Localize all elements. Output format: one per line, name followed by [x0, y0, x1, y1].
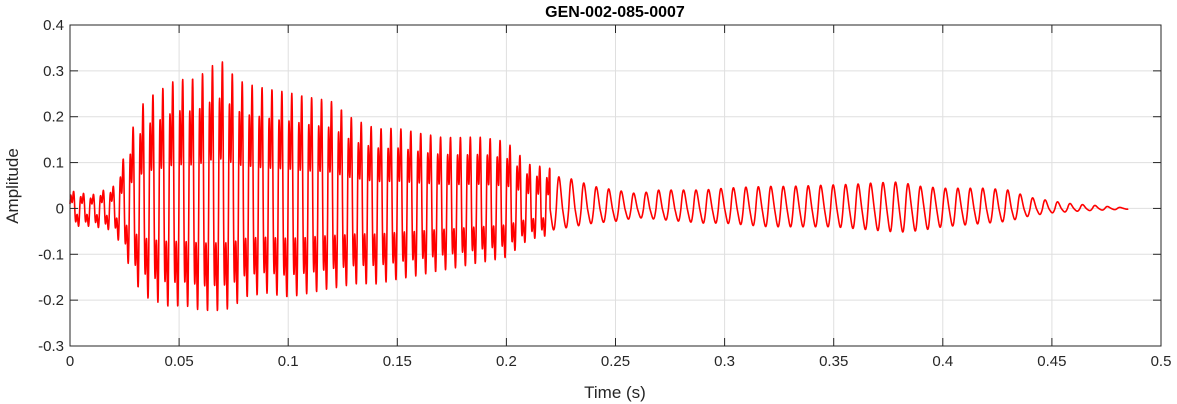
waveform-line	[69, 61, 1129, 312]
x-tick-label: 0.3	[714, 353, 735, 370]
x-tick-label: 0.15	[383, 353, 412, 370]
y-tick-label: 0.2	[43, 109, 64, 126]
x-tick-label: 0.2	[496, 353, 517, 370]
y-tick-label: -0.2	[38, 292, 64, 309]
x-tick-label: 0	[66, 353, 74, 370]
x-tick-label: 0.35	[819, 353, 848, 370]
x-tick-label: 0.1	[278, 353, 299, 370]
x-tick-label: 0.4	[932, 353, 953, 370]
x-tick-label: 0.45	[1037, 353, 1066, 370]
x-tick-label: 0.05	[164, 353, 193, 370]
y-tick-label: 0	[56, 200, 64, 217]
y-axis-label: Amplitude	[3, 148, 22, 224]
y-tick-label: 0.1	[43, 155, 64, 172]
y-tick-label: 0.3	[43, 63, 64, 80]
y-tick-label: 0.4	[43, 17, 64, 34]
x-axis-label: Time (s)	[584, 383, 646, 402]
y-tick-label: -0.1	[38, 246, 64, 263]
y-tick-label: -0.3	[38, 338, 64, 355]
x-tick-label: 0.5	[1151, 353, 1172, 370]
data-layer	[69, 61, 1129, 312]
x-tick-label: 0.25	[601, 353, 630, 370]
chart-title: GEN-002-085-0007	[545, 4, 685, 21]
ticks: 0 0.05 0.1 0.15 0.2 0.25 0.3 0.35 0.4 0.45 0.5 -0.3…	[38, 17, 1171, 370]
